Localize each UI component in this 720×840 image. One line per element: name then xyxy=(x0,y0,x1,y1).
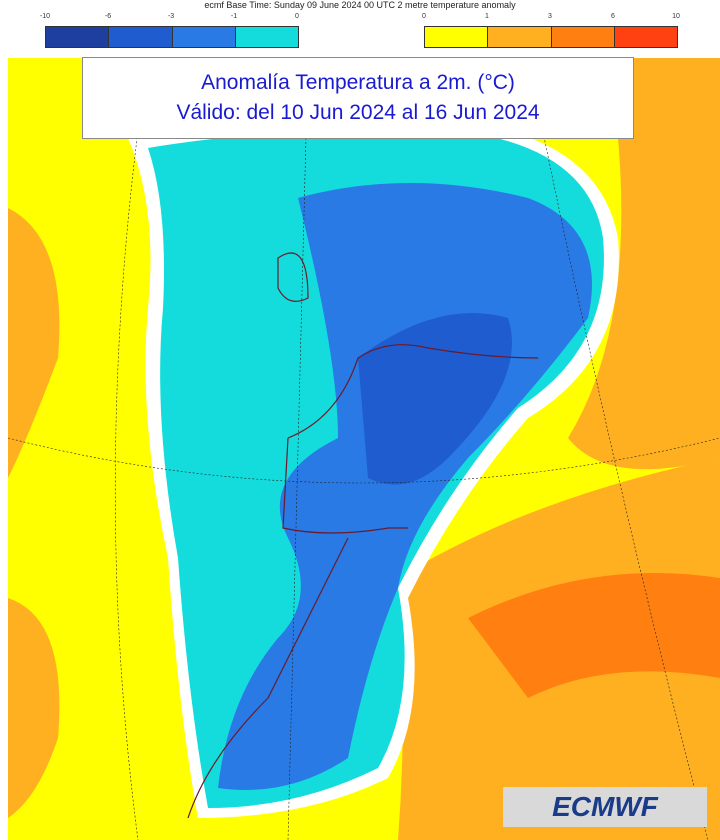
tick: -1 xyxy=(230,13,238,20)
swatch xyxy=(425,27,489,47)
swatch xyxy=(488,27,552,47)
tick: -10 xyxy=(39,13,51,20)
logo-text: ECMWF xyxy=(552,791,658,822)
swatch xyxy=(109,27,173,47)
tick: 6 xyxy=(611,13,615,20)
title-line-1: Anomalía Temperatura a 2m. (°C) xyxy=(201,71,515,94)
coastlines xyxy=(187,252,539,819)
very-cold-region xyxy=(358,313,512,485)
graticule xyxy=(8,58,720,840)
tick: 0 xyxy=(422,13,426,20)
swatch xyxy=(46,27,110,47)
swatch xyxy=(614,27,677,47)
header-text: ecmf Base Time: Sunday 09 June 2024 00 U… xyxy=(204,0,516,10)
tick: -6 xyxy=(104,13,112,20)
ecmwf-logo: ECMWF xyxy=(503,787,707,827)
tick: -3 xyxy=(167,13,175,20)
anomaly-map xyxy=(8,58,720,840)
title-line-2: Válido: del 10 Jun 2024 al 16 Jun 2024 xyxy=(176,101,540,124)
tick: 10 xyxy=(672,13,680,20)
swatch xyxy=(235,27,298,47)
warm-region-southwest xyxy=(8,598,60,818)
swatch xyxy=(551,27,615,47)
tick: 1 xyxy=(485,13,489,20)
warm-region-northeast xyxy=(568,58,720,470)
swatch xyxy=(172,27,236,47)
warm-region-west xyxy=(8,208,60,478)
tick: 3 xyxy=(548,13,552,20)
hot-region xyxy=(468,573,720,698)
tick: 0 xyxy=(295,13,299,20)
map-title: Anomalía Temperatura a 2m. (°C) Válido: … xyxy=(82,57,634,139)
